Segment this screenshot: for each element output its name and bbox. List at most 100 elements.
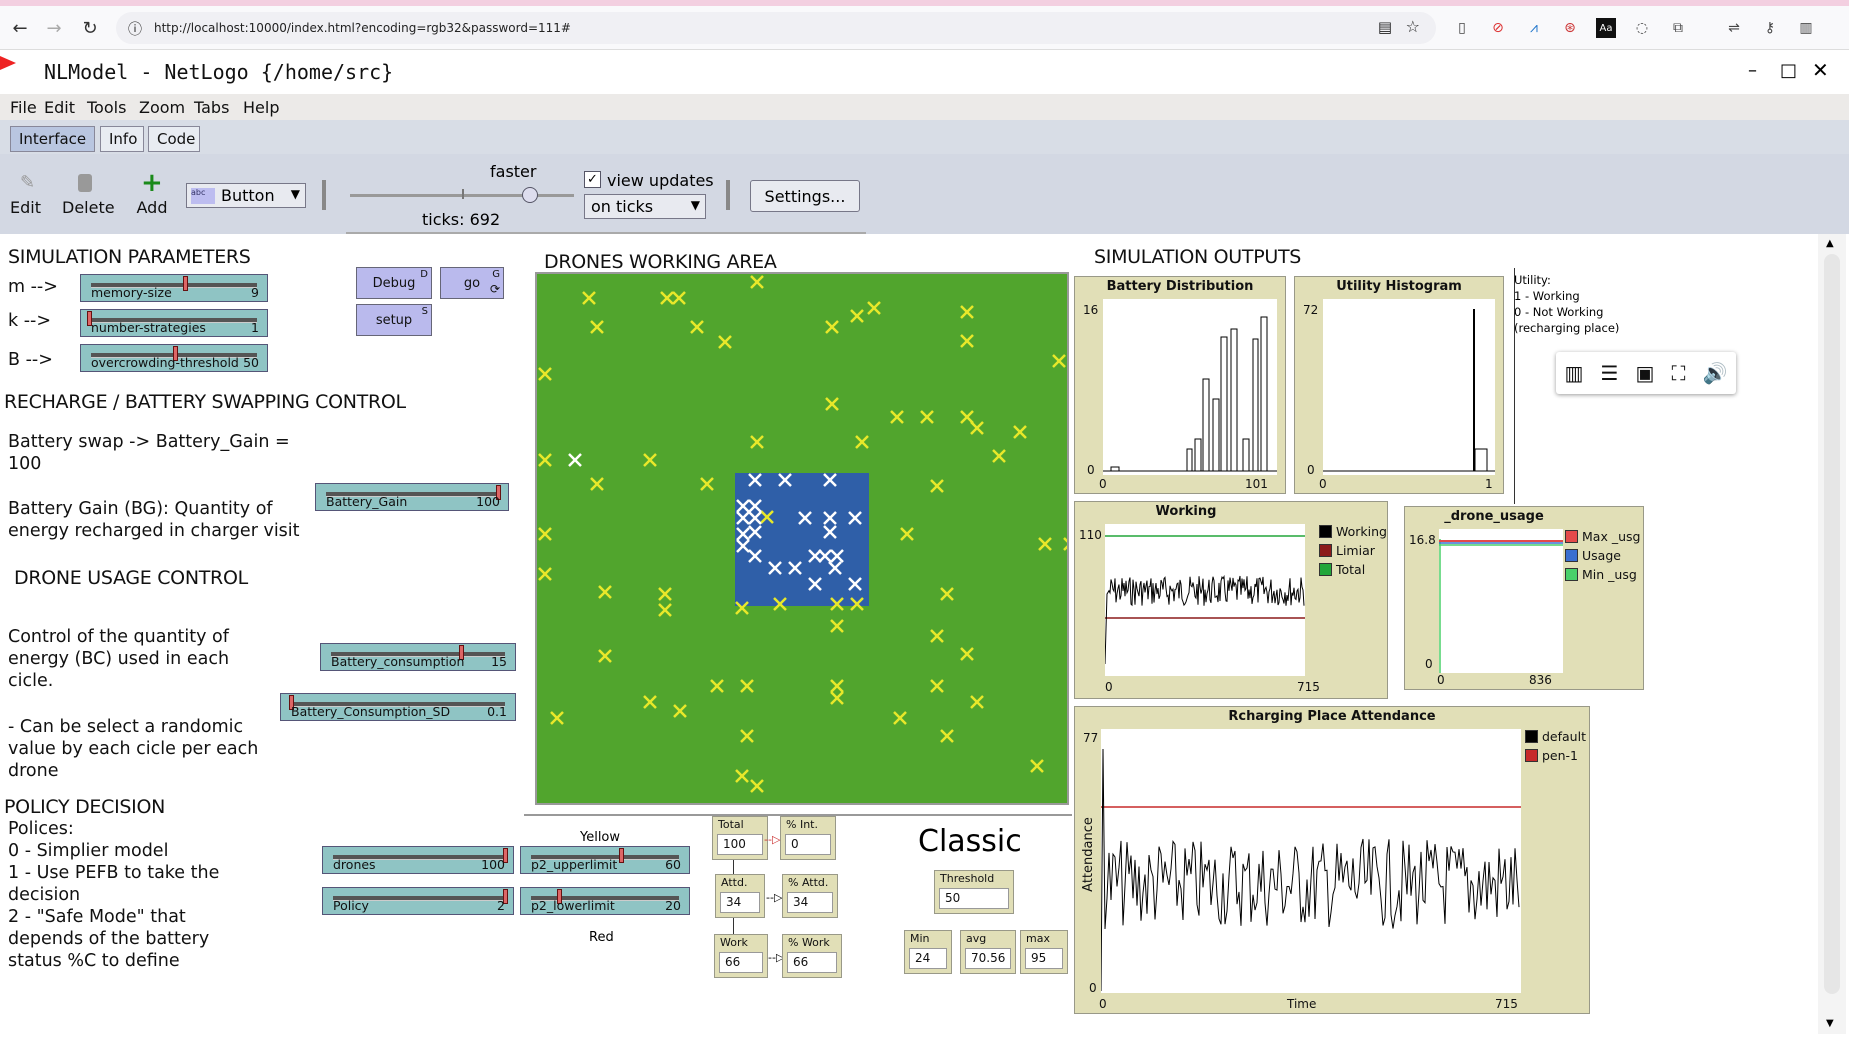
y-max-label: 16 [1083, 303, 1099, 317]
forward-icon[interactable]: → [46, 17, 62, 39]
speaker-icon[interactable]: 🔊 [1702, 361, 1728, 385]
edit-button[interactable]: Edit [10, 198, 41, 217]
extension-off-icon[interactable]: ⊘ [1492, 20, 1504, 36]
delete-button[interactable]: Delete [62, 198, 115, 217]
recharge-text-2: Battery Gain (BG): Quantity of energy re… [8, 499, 300, 541]
drone [735, 769, 749, 783]
scrollbar-thumb[interactable] [1824, 254, 1840, 994]
connector [733, 918, 734, 934]
settings-button[interactable]: Settings... [750, 180, 860, 212]
extension-off2-icon[interactable]: ⊛ [1564, 20, 1576, 36]
drone-arm [930, 629, 944, 643]
policy-slider[interactable]: Policy 2 [322, 887, 514, 915]
tab-interface[interactable]: Interface [10, 126, 95, 152]
drone [930, 629, 944, 643]
image-icon[interactable]: ▣ [1635, 361, 1655, 385]
menu-tools[interactable]: Tools [87, 98, 127, 117]
chevron-down-icon: ▼ [690, 198, 700, 212]
memory-size-slider[interactable]: memory-size 9 [80, 274, 268, 302]
drone [740, 679, 754, 693]
p2-upperlimit-slider[interactable]: p2_upperlimit 60 [520, 846, 690, 874]
battery-gain-slider[interactable]: Battery_Gain 100 [315, 483, 509, 511]
setup-label: setup [375, 312, 413, 328]
drone-arm [808, 549, 822, 563]
view-updates-label: view updates [607, 171, 714, 190]
view-updates-checkbox[interactable]: ✓ [584, 171, 601, 188]
slider-knob[interactable] [503, 889, 508, 904]
drone [1052, 354, 1066, 368]
slider-knob[interactable] [183, 276, 188, 291]
speed-slider-knob[interactable] [522, 187, 538, 203]
speed-slider[interactable] [350, 187, 574, 203]
scroll-up-icon[interactable]: ▲ [1826, 238, 1834, 249]
menu-edit[interactable]: Edit [44, 98, 75, 117]
drone [798, 511, 812, 525]
slider-knob[interactable] [503, 848, 508, 863]
tab-code[interactable]: Code [148, 126, 200, 152]
sync-icon[interactable]: ⇌ [1728, 20, 1740, 36]
battery-consumption-slider[interactable]: Battery_consumption 15 [320, 643, 516, 671]
menu-icon[interactable]: ☰ [1600, 361, 1619, 385]
overcrowding-threshold-slider[interactable]: overcrowding-threshold 50 [80, 344, 268, 372]
back-icon[interactable]: ← [12, 17, 28, 39]
slider-knob[interactable] [173, 346, 178, 361]
extension-chat-icon[interactable]: ◌ [1635, 20, 1649, 36]
histogram-bar [1212, 398, 1220, 472]
minimize-icon[interactable]: – [1748, 60, 1757, 81]
scroll-down-icon[interactable]: ▼ [1826, 1018, 1834, 1029]
key-icon[interactable]: ⚷ [1764, 20, 1776, 36]
close-icon[interactable]: ✕ [1812, 58, 1829, 82]
recharge-heading: RECHARGE / BATTERY SWAPPING CONTROL [4, 391, 406, 413]
drone-arm [673, 704, 687, 718]
extension-icon[interactable]: ▯ [1458, 20, 1466, 36]
extensions-puzzle-icon[interactable]: ⧉ [1673, 20, 1683, 36]
p2-lowerlimit-slider[interactable]: p2_lowerlimit 20 [520, 887, 690, 915]
go-button[interactable]: go G ⟳ [440, 267, 504, 299]
tab-info[interactable]: Info [100, 126, 144, 152]
reader-icon[interactable]: ▤ [1377, 18, 1392, 36]
arrow-icon: --▷ [768, 951, 785, 964]
drone [748, 511, 762, 525]
drone-arm [660, 291, 674, 305]
slider-knob[interactable] [459, 645, 464, 660]
bookmark-star-icon[interactable]: ☆ [1405, 17, 1420, 36]
drone [960, 305, 974, 319]
slider-knob[interactable] [619, 848, 624, 863]
extension-dict-icon[interactable]: Aa [1596, 18, 1616, 38]
drones-slider[interactable]: drones 100 [322, 846, 514, 874]
number-strategies-slider[interactable]: number-strategies 1 [80, 309, 268, 337]
slider-knob[interactable] [496, 485, 501, 500]
drone [748, 499, 762, 513]
widget-type-select[interactable]: abc Button ▼ [186, 183, 306, 208]
update-mode-select[interactable]: on ticks ▼ [584, 194, 706, 219]
drone-arm [940, 587, 954, 601]
menu-tabs[interactable]: Tabs [194, 98, 230, 117]
y-min-label: 0 [1089, 981, 1097, 995]
drone [855, 435, 869, 449]
add-plus-icon: + [141, 168, 163, 198]
vertical-scrollbar[interactable]: ▲ ▼ [1818, 234, 1846, 1034]
world-view[interactable] [535, 272, 1069, 805]
menu-help[interactable]: Help [243, 98, 280, 117]
add-button[interactable]: Add [136, 198, 168, 217]
battery-consumption-sd-slider[interactable]: Battery_Consumption_SD 0.1 [280, 693, 516, 721]
slider-knob[interactable] [87, 311, 92, 326]
histogram-bar [1186, 448, 1193, 472]
menu-file[interactable]: File [10, 98, 37, 117]
reload-icon[interactable]: ↻ [82, 17, 98, 39]
debug-button[interactable]: Debug D [356, 267, 432, 299]
drone-arm [850, 597, 864, 611]
maximize-icon[interactable]: □ [1780, 60, 1798, 81]
slider-knob[interactable] [289, 695, 294, 710]
sidebar-icon[interactable]: ▥ [1799, 20, 1813, 36]
m-label: m --> [8, 277, 58, 297]
extension-chart-icon[interactable]: ⩘ [1530, 20, 1538, 36]
slider-knob[interactable] [557, 889, 562, 904]
drone-arm [808, 577, 822, 591]
menu-zoom[interactable]: Zoom [139, 98, 186, 117]
monitor-label: % Work [788, 936, 830, 949]
url-bar[interactable]: ⓘ http://localhost:10000/index.html?enco… [116, 12, 1436, 44]
setup-button[interactable]: setup S [356, 304, 432, 336]
barcode-icon[interactable]: ▥ [1564, 361, 1584, 385]
fullscreen-icon[interactable]: ⛶ [1671, 361, 1686, 385]
